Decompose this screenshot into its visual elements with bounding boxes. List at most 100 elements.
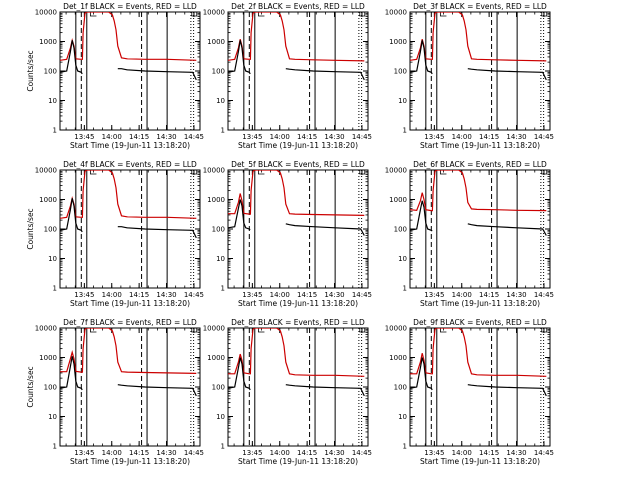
x-tick-label: 14:00 — [102, 133, 122, 141]
y-tick-label: 1000 — [207, 38, 225, 46]
series-line-black-events — [410, 357, 547, 397]
y-tick-label: 1 — [53, 285, 57, 293]
y-tick-label: 10000 — [385, 167, 407, 175]
chart-panel-3: Det_3f BLACK = Events, RED = LLD 1 10 100 10… — [385, 2, 554, 150]
chart-title: Det_6f BLACK = Events, RED = LLD — [413, 160, 547, 169]
series-line-black-events — [60, 356, 197, 397]
y-tick-label: 1000 — [39, 38, 57, 46]
y-tick-label: 10000 — [35, 9, 57, 17]
y-tick-label: 1 — [221, 443, 225, 451]
y-tick-label: 1 — [403, 443, 407, 451]
x-axis-label: Start Time (19-Jun-11 13:18:20) — [238, 457, 358, 466]
x-tick-label: 14:15 — [479, 133, 499, 141]
chart-title: Det_1f BLACK = Events, RED = LLD — [63, 2, 197, 11]
series-line-red-lld — [228, 328, 365, 377]
top-marker-right — [359, 170, 366, 175]
series-line-black-events — [410, 40, 547, 81]
series-line-red-lld — [228, 12, 365, 62]
x-tick-label: 13:45 — [424, 291, 444, 299]
x-axis-label: Start Time (19-Jun-11 13:18:20) — [420, 141, 540, 150]
x-tick-label: 14:45 — [184, 133, 204, 141]
top-marker-right — [191, 12, 198, 17]
x-axis-label: Start Time (19-Jun-11 13:18:20) — [238, 299, 358, 308]
series-line-black-events — [410, 200, 547, 236]
series-line-red-lld — [60, 170, 197, 219]
y-tick-label: 1 — [403, 285, 407, 293]
y-tick-label: 1 — [53, 443, 57, 451]
x-tick-label: 14:15 — [129, 291, 149, 299]
x-tick-label: 14:30 — [506, 449, 526, 457]
y-tick-label: 10 — [216, 255, 225, 263]
x-tick-label: 14:00 — [452, 291, 472, 299]
x-tick-label: 14:30 — [156, 291, 176, 299]
chart-title: Det_9f BLACK = Events, RED = LLD — [413, 318, 547, 327]
x-tick-label: 14:30 — [324, 291, 344, 299]
x-tick-label: 14:00 — [102, 449, 122, 457]
y-tick-label: 10000 — [385, 325, 407, 333]
x-tick-label: 14:30 — [506, 291, 526, 299]
x-tick-label: 14:30 — [156, 133, 176, 141]
y-tick-label: 10 — [216, 413, 225, 421]
chart-title: Det_8f BLACK = Events, RED = LLD — [231, 318, 365, 327]
series-line-black-events — [228, 40, 365, 81]
x-tick-label: 14:00 — [270, 133, 290, 141]
chart-panel-9: Det_9f BLACK = Events, RED = LLD 1 10 100 10… — [385, 318, 554, 466]
chart-title: Det_7f BLACK = Events, RED = LLD — [63, 318, 197, 327]
y-tick-label: 1000 — [207, 354, 225, 362]
y-tick-label: 1000 — [389, 354, 407, 362]
y-tick-label: 10 — [398, 413, 407, 421]
y-tick-label: 10 — [48, 255, 57, 263]
y-tick-label: 10000 — [385, 9, 407, 17]
top-marker-left — [440, 170, 447, 175]
series-line-red-lld — [60, 12, 197, 61]
y-tick-label: 10 — [48, 413, 57, 421]
x-tick-label: 13:45 — [242, 291, 262, 299]
x-tick-label: 13:45 — [74, 291, 94, 299]
x-tick-label: 13:45 — [74, 449, 94, 457]
x-tick-label: 14:00 — [452, 449, 472, 457]
series-line-black-events — [60, 198, 197, 239]
top-marker-left — [90, 12, 97, 17]
y-axis-label: Counts/sec — [26, 208, 35, 249]
y-tick-label: 10000 — [35, 167, 57, 175]
x-tick-label: 13:45 — [242, 449, 262, 457]
y-tick-label: 1000 — [389, 38, 407, 46]
x-tick-label: 13:45 — [424, 449, 444, 457]
y-tick-label: 100 — [212, 226, 225, 234]
y-axis-label: Counts/sec — [26, 366, 35, 407]
y-tick-label: 1 — [403, 127, 407, 135]
series-line-red-lld — [60, 328, 197, 374]
series-line-black-events — [60, 40, 197, 81]
y-tick-label: 1000 — [389, 196, 407, 204]
x-tick-label: 14:45 — [184, 449, 204, 457]
top-marker-left — [90, 170, 97, 175]
x-tick-label: 14:15 — [297, 291, 317, 299]
top-marker-left — [440, 328, 447, 333]
top-marker-left — [258, 12, 265, 17]
x-tick-label: 14:15 — [129, 449, 149, 457]
series-line-red-lld — [410, 328, 547, 377]
series-line-red-lld — [410, 12, 547, 62]
chart-title: Det_3f BLACK = Events, RED = LLD — [413, 2, 547, 11]
x-tick-label: 14:15 — [297, 133, 317, 141]
chart-panel-6: Det_6f BLACK = Events, RED = LLD 1 10 100 10… — [385, 160, 554, 308]
x-tick-label: 14:15 — [129, 133, 149, 141]
chart-panel-1: Det_1f BLACK = Events, RED = LLD 1 10 100 10… — [26, 2, 204, 150]
x-axis-label: Start Time (19-Jun-11 13:18:20) — [70, 457, 190, 466]
series-line-red-lld — [410, 170, 547, 212]
x-tick-label: 13:45 — [424, 133, 444, 141]
x-tick-label: 14:00 — [452, 133, 472, 141]
y-tick-label: 100 — [212, 384, 225, 392]
x-tick-label: 14:45 — [534, 133, 554, 141]
x-axis-label: Start Time (19-Jun-11 13:18:20) — [70, 299, 190, 308]
series-line-black-events — [228, 199, 365, 236]
top-marker-left — [440, 12, 447, 17]
y-tick-label: 100 — [44, 226, 57, 234]
y-tick-label: 1000 — [39, 354, 57, 362]
x-tick-label: 14:30 — [156, 449, 176, 457]
y-tick-label: 10 — [48, 97, 57, 105]
y-tick-label: 100 — [212, 68, 225, 76]
x-tick-label: 14:15 — [479, 449, 499, 457]
top-marker-right — [191, 328, 198, 333]
